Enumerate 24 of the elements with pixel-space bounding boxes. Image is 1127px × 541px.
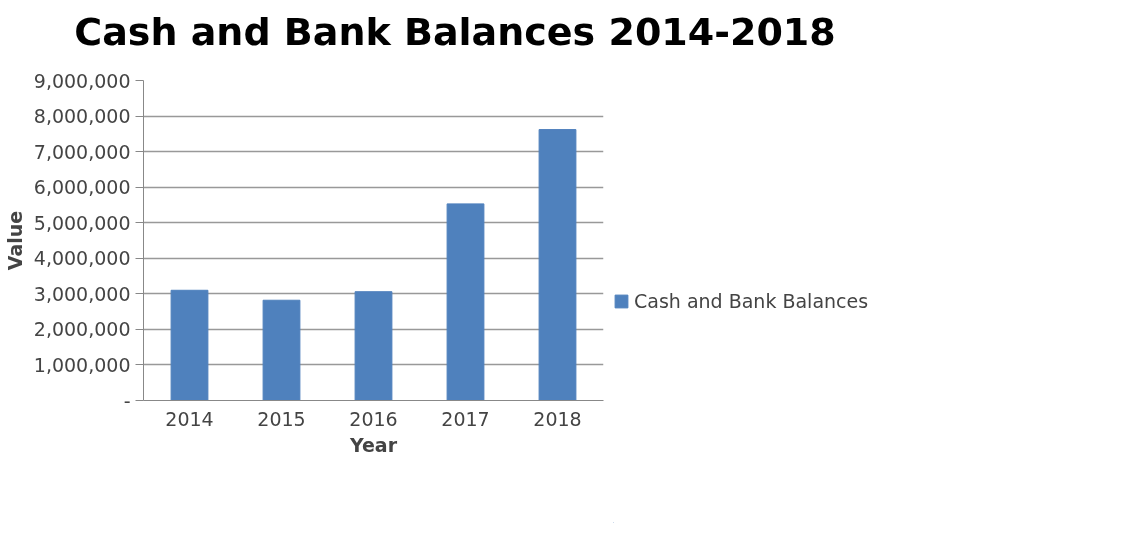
bar [170, 289, 209, 401]
x-tick-label: 2018 [533, 407, 582, 430]
y-tick-label: 2,000,000 [33, 318, 131, 341]
bar [354, 291, 393, 401]
y-tick-label: 9,000,000 [33, 69, 131, 92]
y-tick-label: 4,000,000 [33, 247, 131, 270]
y-tick-label: 5,000,000 [33, 211, 131, 234]
x-tick-label: 2017 [441, 407, 490, 430]
bar [538, 129, 577, 401]
x-tick-label: 2014 [165, 407, 214, 430]
y-tick-label: 3,000,000 [33, 282, 131, 305]
chart-title: Cash and Bank Balances 2014-2018 [74, 9, 836, 56]
x-axis-title: Year [348, 433, 398, 456]
x-tick-label: 2016 [349, 407, 398, 430]
y-tick-label: - [123, 389, 131, 412]
bar [262, 299, 301, 401]
legend-label: Cash and Bank Balances [634, 290, 869, 312]
y-tick-label: 8,000,000 [33, 105, 131, 128]
y-tick-label: 7,000,000 [33, 140, 131, 163]
y-axis-title: Value [3, 210, 26, 271]
y-tick-label: 1,000,000 [33, 353, 131, 376]
x-tick-label: 2015 [257, 407, 306, 430]
bar [446, 203, 485, 401]
y-tick-label: 6,000,000 [33, 176, 131, 199]
